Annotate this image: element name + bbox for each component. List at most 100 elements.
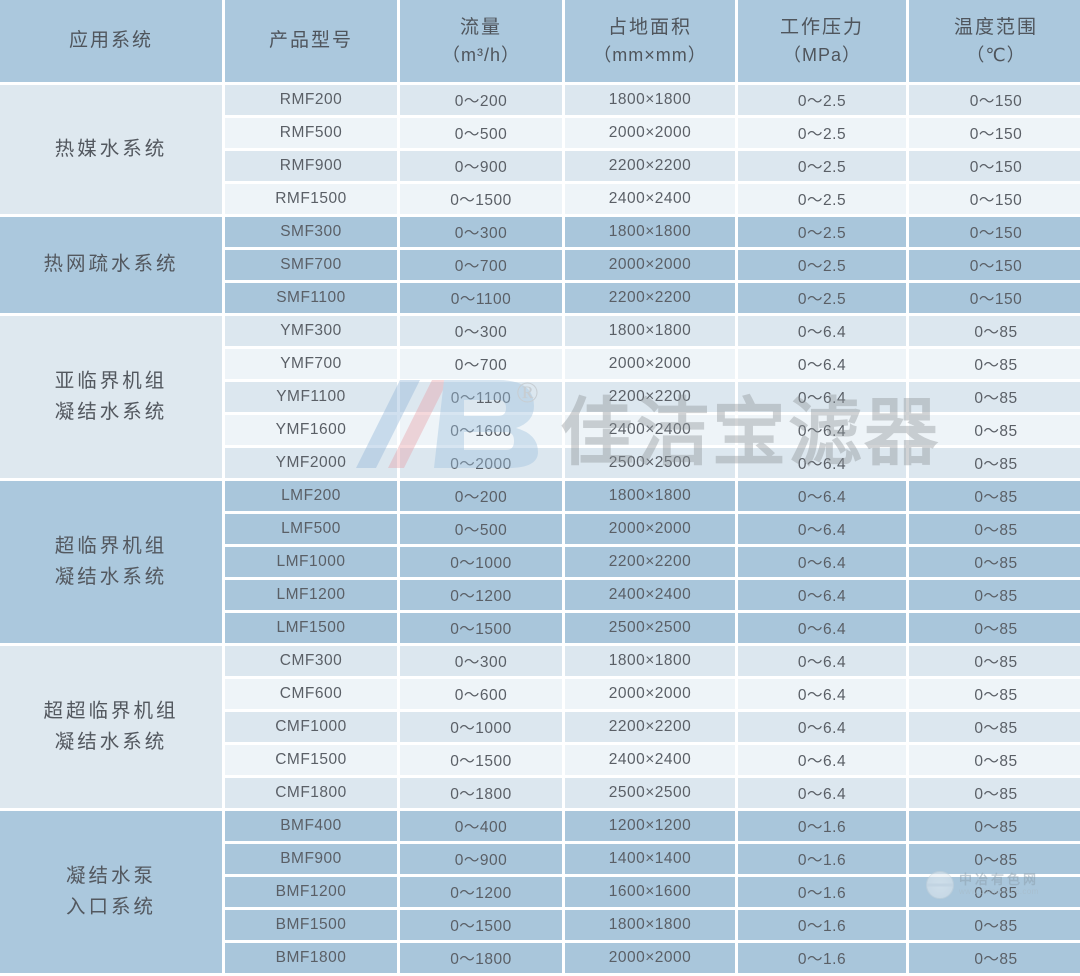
cell-temperature-range: 0～85 (909, 778, 1080, 808)
column-header-working-pressure: 工作压力 （MPa） (738, 0, 906, 82)
group-label: 亚临界机组 凝结水系统 (0, 316, 222, 478)
cell-working-pressure: 0～6.4 (738, 778, 906, 808)
cell-footprint-area: 2000×2000 (565, 679, 735, 709)
cell-product-model: CMF600 (225, 679, 397, 709)
cell-working-pressure: 0～2.5 (738, 283, 906, 313)
group-label: 超超临界机组 凝结水系统 (0, 646, 222, 808)
cell-footprint-area: 2200×2200 (565, 151, 735, 181)
group-label-line: 热网疏水系统 (43, 253, 179, 276)
column-header-label: 温度范围 (953, 17, 1038, 39)
group-label-line: 超超临界机组 (43, 699, 179, 722)
column-header-label: 工作压力 (779, 17, 864, 39)
cell-footprint-area: 2500×2500 (565, 448, 735, 478)
cell-product-model: LMF1200 (225, 580, 397, 610)
cell-working-pressure: 0～6.4 (738, 547, 906, 577)
cell-product-model: RMF900 (225, 151, 397, 181)
cell-temperature-range: 0～150 (909, 217, 1080, 247)
cell-footprint-area: 2200×2200 (565, 382, 735, 412)
cell-working-pressure: 0～1.6 (738, 910, 906, 940)
group-label: 热媒水系统 (0, 85, 222, 214)
cell-working-pressure: 0～1.6 (738, 811, 906, 841)
cell-temperature-range: 0～85 (909, 349, 1080, 379)
cell-footprint-area: 2000×2000 (565, 118, 735, 148)
group-label-line: 热媒水系统 (54, 137, 168, 160)
table-row: CMF600 0～600 2000×2000 0～6.4 0～85 (225, 679, 1080, 709)
cell-product-model: SMF700 (225, 250, 397, 280)
cell-temperature-range: 0～85 (909, 877, 1080, 907)
cell-product-model: RMF500 (225, 118, 397, 148)
cell-working-pressure: 0～2.5 (738, 250, 906, 280)
table-row: BMF400 0～400 1200×1200 0～1.6 0～85 (225, 811, 1080, 841)
column-header-unit: （MPa） (782, 44, 861, 65)
cell-footprint-area: 2400×2400 (565, 580, 735, 610)
cell-temperature-range: 0～85 (909, 448, 1080, 478)
cell-flow-rate: 0～700 (400, 349, 562, 379)
cell-product-model: CMF1500 (225, 745, 397, 775)
table-row: LMF500 0～500 2000×2000 0～6.4 0～85 (225, 514, 1080, 544)
cell-flow-rate: 0～600 (400, 679, 562, 709)
cell-flow-rate: 0～200 (400, 85, 562, 115)
cell-product-model: CMF300 (225, 646, 397, 676)
cell-product-model: CMF1000 (225, 712, 397, 742)
cell-flow-rate: 0～500 (400, 514, 562, 544)
cell-working-pressure: 0～1.6 (738, 943, 906, 973)
table-row: RMF1500 0～1500 2400×2400 0～2.5 0～150 (225, 184, 1080, 214)
table-row: RMF200 0～200 1800×1800 0～2.5 0～150 (225, 85, 1080, 115)
cell-temperature-range: 0～85 (909, 712, 1080, 742)
cell-product-model: CMF1800 (225, 778, 397, 808)
group-label: 凝结水泵 入口系统 (0, 811, 222, 973)
table-row: CMF1800 0～1800 2500×2500 0～6.4 0～85 (225, 778, 1080, 808)
group-rows: YMF300 0～300 1800×1800 0～6.4 0～85 YMF700 0～700… (225, 316, 1080, 478)
group-label-line: 凝结水系统 (54, 731, 168, 753)
cell-temperature-range: 0～150 (909, 151, 1080, 181)
cell-product-model: BMF1200 (225, 877, 397, 907)
cell-flow-rate: 0～1800 (400, 778, 562, 808)
cell-flow-rate: 0～900 (400, 151, 562, 181)
cell-footprint-area: 2400×2400 (565, 184, 735, 214)
cell-flow-rate: 0～1600 (400, 415, 562, 445)
group-rows: LMF200 0～200 1800×1800 0～6.4 0～85 LMF500 0～500… (225, 481, 1080, 643)
cell-product-model: LMF500 (225, 514, 397, 544)
cell-flow-rate: 0～1100 (400, 382, 562, 412)
cell-product-model: SMF1100 (225, 283, 397, 313)
cell-footprint-area: 2200×2200 (565, 283, 735, 313)
column-header-label: 流量 (459, 17, 502, 39)
cell-product-model: YMF1600 (225, 415, 397, 445)
cell-footprint-area: 1800×1800 (565, 646, 735, 676)
cell-working-pressure: 0～6.4 (738, 679, 906, 709)
group-rows: CMF300 0～300 1800×1800 0～6.4 0～85 CMF600 0～600… (225, 646, 1080, 808)
cell-product-model: SMF300 (225, 217, 397, 247)
cell-working-pressure: 0～6.4 (738, 415, 906, 445)
table-row: LMF200 0～200 1800×1800 0～6.4 0～85 (225, 481, 1080, 511)
cell-footprint-area: 2200×2200 (565, 547, 735, 577)
cell-footprint-area: 1800×1800 (565, 85, 735, 115)
cell-flow-rate: 0～500 (400, 118, 562, 148)
group-label: 超临界机组 凝结水系统 (0, 481, 222, 643)
cell-working-pressure: 0～2.5 (738, 118, 906, 148)
table-row: RMF500 0～500 2000×2000 0～2.5 0～150 (225, 118, 1080, 148)
cell-flow-rate: 0～1000 (400, 712, 562, 742)
cell-product-model: YMF2000 (225, 448, 397, 478)
cell-working-pressure: 0～6.4 (738, 349, 906, 379)
cell-working-pressure: 0～1.6 (738, 844, 906, 874)
cell-working-pressure: 0～6.4 (738, 481, 906, 511)
cell-working-pressure: 0～2.5 (738, 85, 906, 115)
cell-product-model: BMF400 (225, 811, 397, 841)
cell-footprint-area: 2400×2400 (565, 745, 735, 775)
group-label-line: 入口系统 (65, 896, 156, 918)
cell-flow-rate: 0～1000 (400, 547, 562, 577)
cell-footprint-area: 1600×1600 (565, 877, 735, 907)
group-label-line: 凝结水泵 (65, 864, 156, 887)
cell-flow-rate: 0～700 (400, 250, 562, 280)
cell-product-model: YMF1100 (225, 382, 397, 412)
cell-product-model: YMF700 (225, 349, 397, 379)
cell-footprint-area: 2000×2000 (565, 514, 735, 544)
column-header-unit: （m³/h） (442, 44, 520, 65)
cell-temperature-range: 0～150 (909, 118, 1080, 148)
table-group: 热媒水系统 RMF200 0～200 1800×1800 0～2.5 0～150 RMF50… (0, 85, 1080, 214)
cell-product-model: RMF200 (225, 85, 397, 115)
group-rows: RMF200 0～200 1800×1800 0～2.5 0～150 RMF500 0～50… (225, 85, 1080, 214)
cell-footprint-area: 1800×1800 (565, 910, 735, 940)
table-row: SMF1100 0～1100 2200×2200 0～2.5 0～150 (225, 283, 1080, 313)
table-body: 热媒水系统 RMF200 0～200 1800×1800 0～2.5 0～150 RMF50… (0, 85, 1080, 976)
